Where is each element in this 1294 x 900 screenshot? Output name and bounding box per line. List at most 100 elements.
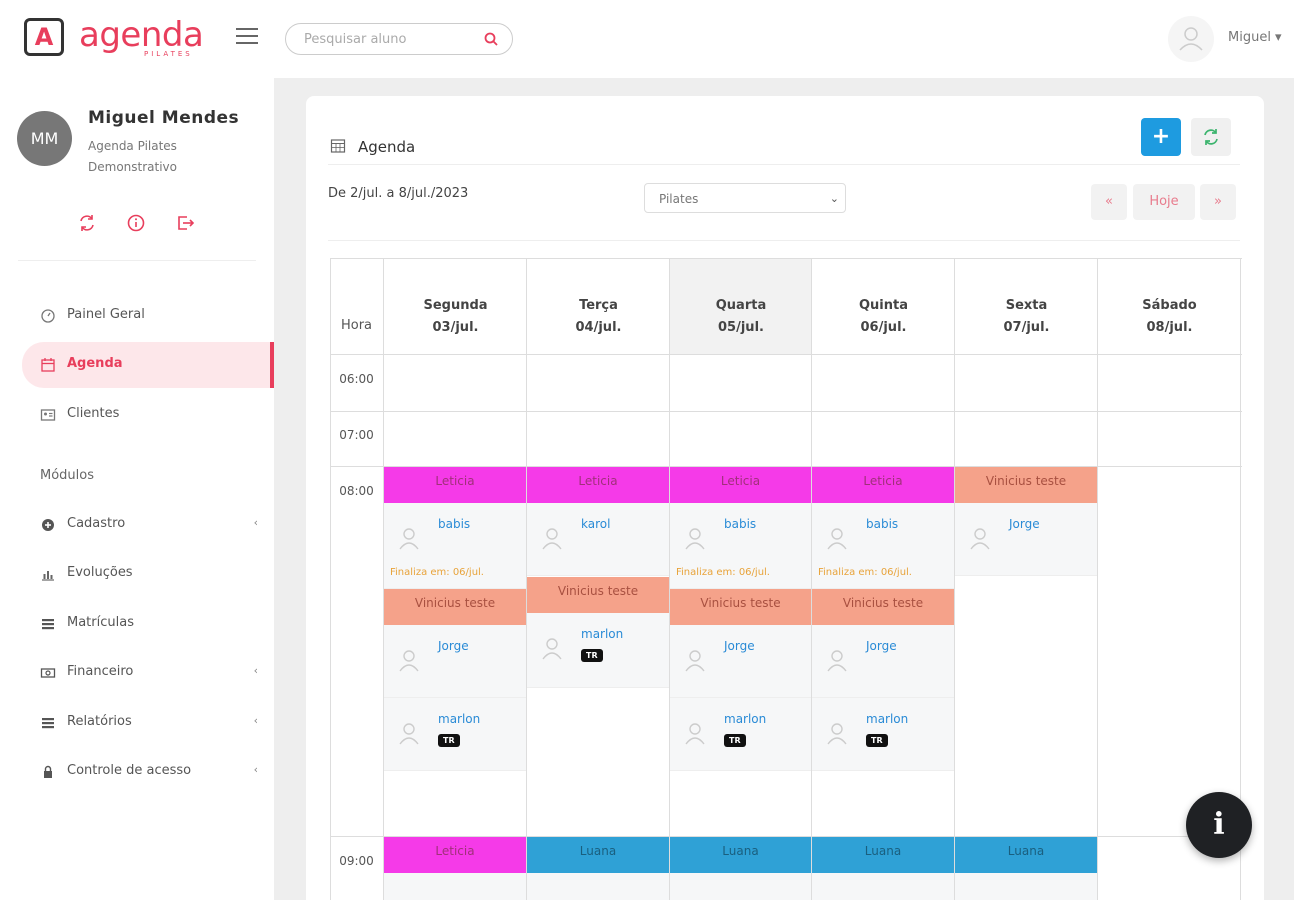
class-header-leticia[interactable]: Leticia (670, 467, 811, 503)
class-header-luana[interactable]: Luana (527, 837, 669, 873)
student-name[interactable]: babis (724, 517, 757, 531)
column-header-quarta[interactable]: Quarta 05/jul. (670, 258, 812, 354)
sidebar-item-label: Clientes (67, 406, 120, 421)
user-menu[interactable]: Miguel ▾ (1168, 16, 1288, 62)
student-name[interactable]: marlon (581, 627, 624, 641)
student-name[interactable]: Jorge (866, 639, 897, 653)
next-week-button[interactable]: » (1200, 184, 1236, 220)
student-name[interactable]: marlon (438, 712, 481, 726)
student-slot[interactable]: Jorge (955, 503, 1097, 576)
class-header-luana[interactable]: Luana (812, 837, 954, 873)
sidebar-item-cadastro[interactable]: Cadastro ‹ (22, 502, 274, 548)
student-name[interactable]: Jorge (438, 639, 469, 653)
sidebar-item-agenda[interactable]: Agenda (22, 342, 274, 388)
user-icon (827, 528, 847, 550)
logout-icon[interactable] (174, 212, 196, 234)
student-slot[interactable] (527, 873, 669, 900)
class-header-vinicius[interactable]: Vinicius teste (670, 589, 811, 625)
grid-line (1240, 258, 1241, 900)
student-name[interactable]: marlon (866, 712, 909, 726)
class-header-leticia[interactable]: Leticia (812, 467, 954, 503)
column-header-quinta[interactable]: Quinta 06/jul. (812, 258, 955, 354)
student-slot[interactable] (955, 873, 1097, 900)
sidebar-item-evolucoes[interactable]: Evoluções (22, 551, 274, 597)
class-header-leticia[interactable]: Leticia (527, 467, 669, 503)
search-icon[interactable] (484, 32, 498, 46)
prev-week-button[interactable]: « (1091, 184, 1127, 220)
tr-badge: TR (866, 734, 888, 747)
sidebar-item-clientes[interactable]: Clientes (22, 392, 274, 438)
hora-header: Hora (340, 318, 373, 333)
top-bar: A agenda PILATES Miguel ▾ (0, 0, 1294, 78)
student-slot[interactable]: Jorge (812, 625, 954, 698)
sidebar-item-financeiro[interactable]: Financeiro ‹ (22, 650, 274, 696)
sidebar-item-label: Cadastro (67, 516, 126, 531)
student-slot[interactable]: Jorge (384, 625, 526, 698)
student-slot[interactable]: marlon TR (670, 698, 811, 771)
day-date: 04/jul. (575, 320, 622, 335)
class-header-leticia[interactable]: Leticia (384, 837, 526, 873)
student-name[interactable]: Jorge (1009, 517, 1040, 531)
student-name[interactable]: babis (866, 517, 899, 531)
grid-line (330, 836, 1242, 837)
modality-select[interactable]: Pilates ⌄ (644, 183, 846, 213)
sidebar-item-controle[interactable]: Controle de acesso ‹ (22, 749, 274, 795)
info-floating-button[interactable]: i (1186, 792, 1252, 858)
id-card-icon (40, 409, 56, 421)
info-circle-icon[interactable] (125, 212, 147, 234)
sidebar-item-painel[interactable]: Painel Geral (22, 293, 274, 339)
search-input[interactable] (304, 29, 474, 49)
student-name[interactable]: marlon (724, 712, 767, 726)
student-name[interactable]: babis (438, 517, 471, 531)
student-slot[interactable]: Jorge (670, 625, 811, 698)
user-name: Miguel ▾ (1228, 30, 1282, 45)
student-slot[interactable]: marlon TR (384, 698, 526, 771)
student-name[interactable]: Jorge (724, 639, 755, 653)
column-header-sabado[interactable]: Sábado 08/jul. (1098, 258, 1241, 354)
logo-mark: A (24, 18, 64, 56)
student-slot[interactable]: babis Finaliza em: 06/jul. (384, 503, 526, 589)
search-box (285, 23, 513, 55)
plus-circle-icon (42, 519, 54, 531)
user-icon (399, 723, 419, 745)
day-date: 08/jul. (1146, 320, 1193, 335)
column-header-sexta[interactable]: Sexta 07/jul. (955, 258, 1098, 354)
user-icon (399, 528, 419, 550)
student-slot[interactable] (670, 873, 811, 900)
brand-logo[interactable]: A agenda PILATES (24, 16, 204, 62)
class-header-vinicius[interactable]: Vinicius teste (527, 577, 669, 613)
profile-name: Miguel Mendes (88, 108, 240, 128)
student-slot[interactable]: babis Finaliza em: 06/jul. (670, 503, 811, 589)
sync-icon[interactable] (76, 212, 98, 234)
student-slot[interactable]: marlon TR (812, 698, 954, 771)
sidebar-item-label: Financeiro (67, 664, 134, 679)
class-header-leticia[interactable]: Leticia (384, 467, 526, 503)
sidebar-item-matriculas[interactable]: Matrículas (22, 601, 274, 647)
refresh-button[interactable] (1191, 118, 1231, 156)
day-name: Quarta (715, 298, 767, 313)
class-header-vinicius[interactable]: Vinicius teste (812, 589, 954, 625)
gauge-icon (41, 309, 55, 323)
today-button[interactable]: Hoje (1133, 184, 1195, 220)
student-slot[interactable] (812, 873, 954, 900)
student-name[interactable]: karol (581, 517, 611, 531)
column-header-segunda[interactable]: Segunda 03/jul. (384, 258, 527, 354)
menu-toggle-icon[interactable] (236, 28, 258, 48)
add-button[interactable]: + (1141, 118, 1181, 156)
class-header-vinicius[interactable]: Vinicius teste (384, 589, 526, 625)
user-icon (970, 528, 990, 550)
grid-line (1097, 258, 1098, 900)
class-header-luana[interactable]: Luana (955, 837, 1097, 873)
student-slot[interactable]: karol (527, 503, 669, 576)
grid-line (811, 258, 812, 900)
money-icon (40, 668, 56, 678)
student-slot[interactable]: marlon TR (527, 613, 669, 688)
class-header-vinicius[interactable]: Vinicius teste (955, 467, 1097, 503)
student-slot[interactable] (384, 873, 526, 900)
sidebar-item-relatorios[interactable]: Relatórios ‹ (22, 700, 274, 746)
column-header-terca[interactable]: Terça 04/jul. (527, 258, 670, 354)
day-date: 03/jul. (432, 320, 479, 335)
class-header-luana[interactable]: Luana (670, 837, 811, 873)
student-slot[interactable]: babis Finaliza em: 06/jul. (812, 503, 954, 589)
grid-line (330, 258, 331, 900)
